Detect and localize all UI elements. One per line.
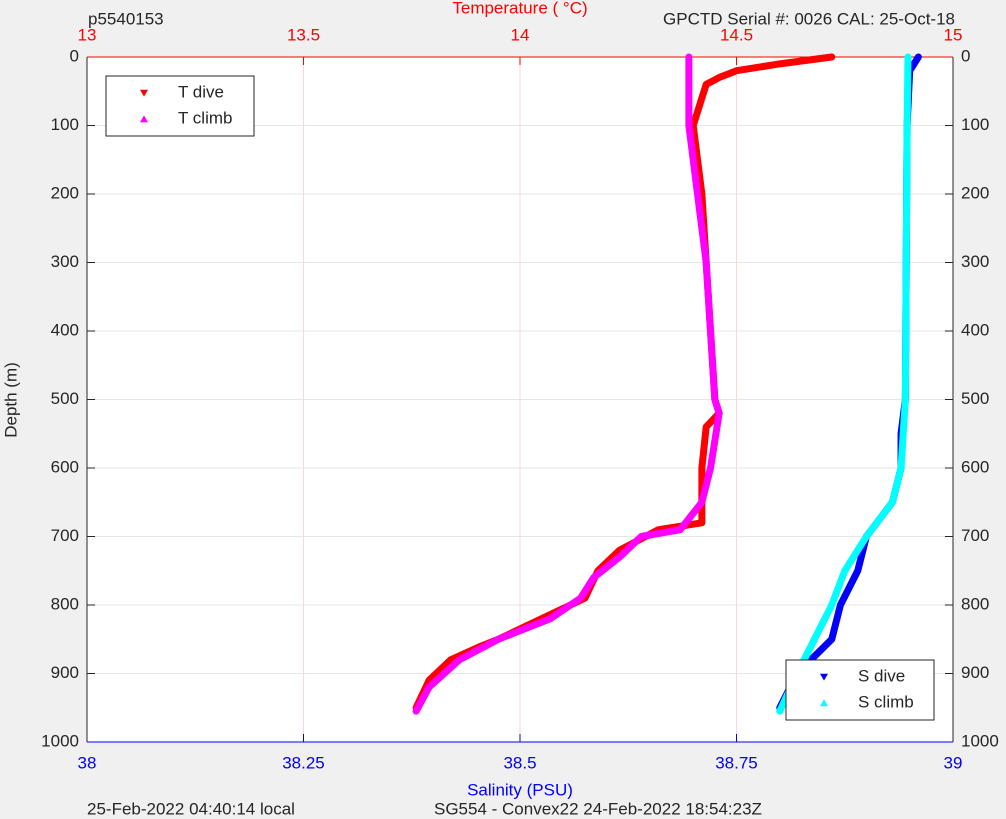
legend-marker xyxy=(140,115,148,123)
y-tick-label: 900 xyxy=(51,663,79,682)
y-tick-label: 800 xyxy=(51,594,79,613)
y-tick-label-right: 700 xyxy=(961,526,989,545)
x2-tick-label: 14.5 xyxy=(720,25,753,44)
y-axis-label: Depth (m) xyxy=(1,362,20,438)
y-tick-label-right: 0 xyxy=(961,46,970,65)
chart-title: p5540153 xyxy=(88,9,164,28)
x2-tick-label: 14 xyxy=(511,25,530,44)
y-tick-label-right: 500 xyxy=(961,389,989,408)
legend-box xyxy=(785,659,935,721)
y-tick-label: 700 xyxy=(51,526,79,545)
y-tick-label: 0 xyxy=(70,46,79,65)
x2-axis-label: Temperature ( °C) xyxy=(452,0,587,17)
footer-left: 25-Feb-2022 04:40:14 local xyxy=(87,799,295,818)
y-tick-label: 600 xyxy=(51,457,79,476)
y-tick-label: 300 xyxy=(51,252,79,271)
y-tick-label: 500 xyxy=(51,389,79,408)
legend-marker xyxy=(820,699,828,707)
y-tick-label-right: 400 xyxy=(961,320,989,339)
y-tick-label-right: 100 xyxy=(961,115,989,134)
legend-label: T climb xyxy=(178,108,232,127)
x-tick-label: 38 xyxy=(78,753,97,772)
x2-tick-label: 13 xyxy=(78,25,97,44)
legend-box xyxy=(105,75,255,137)
y-tick-label-right: 900 xyxy=(961,663,989,682)
x-axis-label: Salinity (PSU) xyxy=(467,780,573,799)
y-tick-label-right: 300 xyxy=(961,252,989,271)
y-tick-label: 400 xyxy=(51,320,79,339)
y-tick-label: 200 xyxy=(51,183,79,202)
y-tick-label-right: 600 xyxy=(961,457,989,476)
x-tick-label: 38.25 xyxy=(282,753,325,772)
profile-line xyxy=(776,53,912,715)
profile-line xyxy=(412,53,723,715)
x-tick-label: 39 xyxy=(944,753,963,772)
legend-marker xyxy=(140,89,148,97)
legend-marker xyxy=(820,673,828,681)
y-tick-label-right: 800 xyxy=(961,594,989,613)
x2-tick-label: 13.5 xyxy=(287,25,320,44)
x-tick-label: 38.5 xyxy=(503,753,536,772)
legend-label: S climb xyxy=(858,692,914,711)
legend-label: S dive xyxy=(858,666,905,685)
x-tick-label: 38.75 xyxy=(715,753,758,772)
legend-label: T dive xyxy=(178,82,224,101)
y-tick-label: 100 xyxy=(51,115,79,134)
y-tick-label-right: 200 xyxy=(961,183,989,202)
footer-right: SG554 - Convex22 24-Feb-2022 18:54:23Z xyxy=(434,799,762,818)
chart-subtitle: GPCTD Serial #: 0026 CAL: 25-Oct-18 xyxy=(663,9,955,28)
x2-tick-label: 15 xyxy=(944,25,963,44)
y-tick-label: 1000 xyxy=(41,731,79,750)
y-tick-label-right: 1000 xyxy=(961,731,999,750)
